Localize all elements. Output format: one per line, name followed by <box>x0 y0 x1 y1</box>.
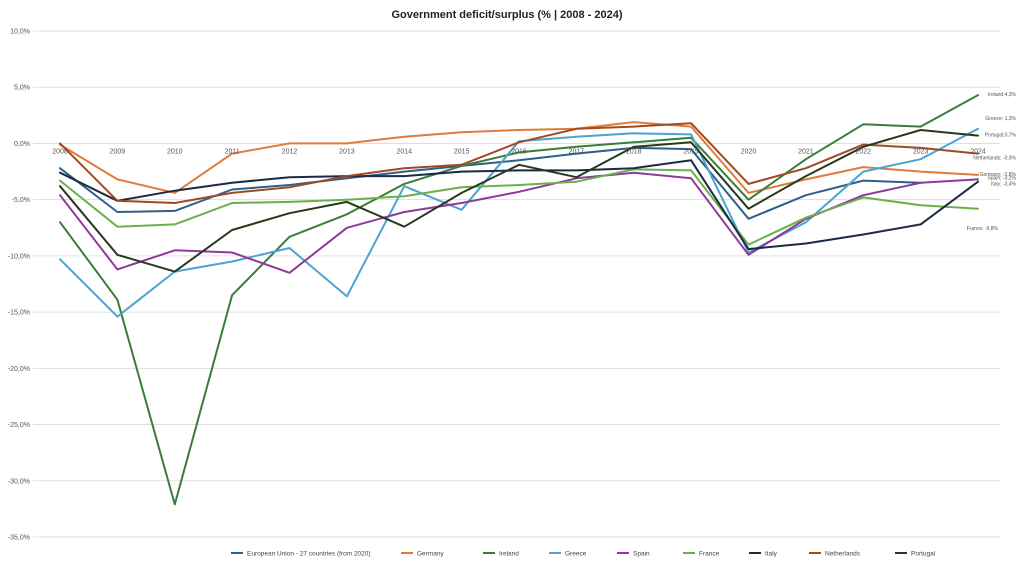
end-label: France; -5,8% <box>967 226 999 232</box>
series-line-netherlands <box>59 122 979 204</box>
y-tick-label: -30,0% <box>8 478 30 485</box>
legend: European Union - 27 countries (from 2020… <box>231 550 936 557</box>
x-tick-label: 2011 <box>225 148 240 155</box>
y-tick-label: -35,0% <box>8 535 30 542</box>
x-tick-label: 2014 <box>396 148 412 155</box>
gridlines <box>33 30 1000 538</box>
series-line-ireland <box>59 94 979 506</box>
end-label: Netherlands; -0,9% <box>973 156 1016 162</box>
x-tick-label: 2019 <box>683 148 699 155</box>
series-line-portugal <box>59 129 979 273</box>
legend-label: Greece <box>565 550 587 557</box>
x-tick-label: 2008 <box>52 148 68 155</box>
end-label: Greece; 1,3% <box>985 116 1016 122</box>
legend-label: Netherlands <box>825 550 861 557</box>
series-line-greece <box>59 127 979 318</box>
legend-label: Ireland <box>499 550 519 557</box>
y-tick-label: 0,0% <box>14 141 30 148</box>
x-tick-label: 2022 <box>855 148 871 155</box>
series-line-france <box>59 168 979 246</box>
x-tick-label: 2016 <box>511 148 527 155</box>
x-tick-label: 2010 <box>167 148 183 155</box>
end-label: Ireland;4,3% <box>988 92 1017 98</box>
legend-label: Portugal <box>911 550 936 557</box>
end-labels: Ireland;4,3% Greece; 1,3% Portugal;0,7% Net… <box>967 92 1017 232</box>
y-tick-label: -25,0% <box>8 422 30 429</box>
y-tick-label: -10,0% <box>8 253 30 260</box>
y-tick-label: 10,0% <box>10 29 30 36</box>
legend-label: Spain <box>633 550 650 557</box>
x-tick-label: 2020 <box>741 148 757 155</box>
chart-title: Government deficit/surplus (% | 2008 - 2… <box>391 9 622 21</box>
legend-label: Germany <box>417 550 444 557</box>
x-tick-label: 2015 <box>454 148 470 155</box>
series-line-italy <box>59 159 979 251</box>
x-tick-label: 2009 <box>110 148 126 155</box>
x-tick-label: 2024 <box>970 148 986 155</box>
x-axis-ticks: 2008 2009 2010 2011 2012 2013 2014 2015 2016 2017… <box>52 148 986 155</box>
x-tick-label: 2013 <box>339 148 355 155</box>
x-tick-label: 2012 <box>282 148 298 155</box>
end-label: Germany; -2,8% <box>980 172 1017 178</box>
x-tick-label: 2023 <box>913 148 929 155</box>
end-label: Italy; -3,4% <box>991 182 1017 188</box>
x-tick-label: 2021 <box>798 148 814 155</box>
x-tick-label: 2017 <box>569 148 585 155</box>
legend-label: European Union - 27 countries (from 2020… <box>247 550 371 557</box>
y-axis-ticks: 10,0% 5,0% 0,0% -5,0% -10,0% -15,0% -20,0% -25,… <box>8 29 30 542</box>
y-tick-label: 5,0% <box>14 85 30 92</box>
x-tick-label: 2018 <box>626 148 642 155</box>
end-label: Portugal;0,7% <box>985 133 1017 139</box>
y-tick-label: -15,0% <box>8 310 30 317</box>
end-label: Spain; -3,2% <box>987 175 1016 181</box>
series-lines <box>59 94 979 506</box>
series-line-european-union-27-countries-from-2020 <box>59 146 922 220</box>
y-tick-label: -20,0% <box>8 366 30 373</box>
series-line-germany <box>59 121 979 194</box>
legend-label: France <box>699 550 720 557</box>
y-tick-label: -5,0% <box>12 197 30 204</box>
legend-label: Italy <box>765 550 778 557</box>
